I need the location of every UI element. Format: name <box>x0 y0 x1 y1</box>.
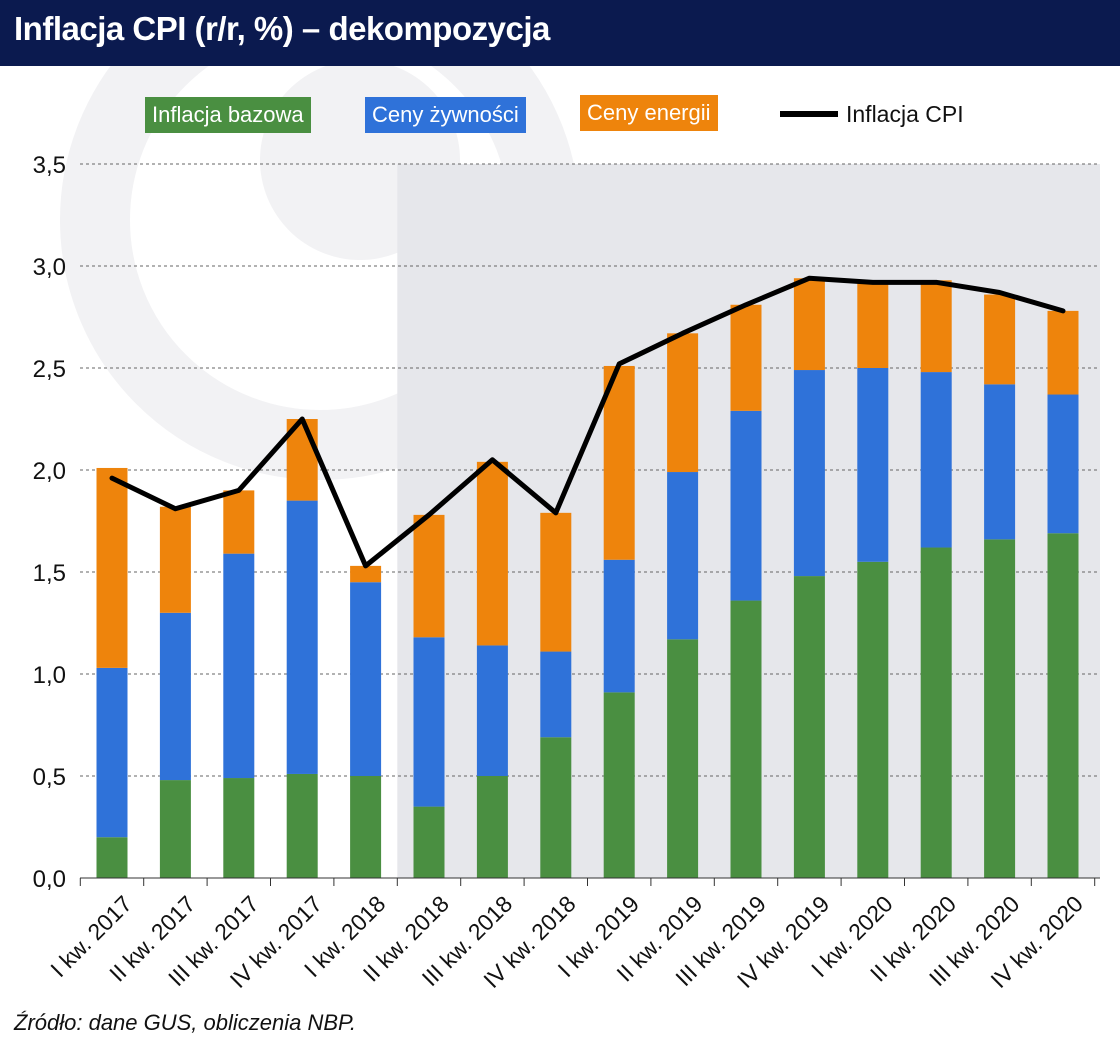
bar-energy <box>540 512 572 652</box>
bar-core <box>286 773 318 878</box>
legend-cpi-swatch <box>780 110 838 117</box>
bar-food <box>540 651 572 738</box>
legend-cpi-label: Inflacja CPI <box>846 101 964 127</box>
bar-core <box>159 780 191 878</box>
cpi-line <box>109 275 1066 569</box>
legend-food: Ceny żywności <box>365 97 526 133</box>
bar-core <box>730 600 762 878</box>
bar-core <box>413 806 445 878</box>
bar-food <box>603 559 635 693</box>
y-tick-label: 2,0 <box>33 458 66 485</box>
y-tick-label: 0,0 <box>33 866 66 893</box>
bar-energy <box>857 280 889 368</box>
legend-energy-label: Ceny energii <box>587 100 711 125</box>
bar-energy <box>223 490 255 554</box>
y-tick-label: 3,0 <box>33 254 66 281</box>
bar-food <box>857 368 889 562</box>
bar-energy <box>96 467 128 668</box>
bar-food <box>667 472 699 640</box>
y-tick-label: 2,5 <box>33 356 66 383</box>
title-bar: Inflacja CPI (r/r, %) – dekompozycja <box>0 0 1120 66</box>
bar-food <box>920 372 952 548</box>
bar-food <box>730 410 762 601</box>
bar-food <box>96 667 128 838</box>
bar-energy <box>730 304 762 411</box>
bar-energy <box>413 514 445 638</box>
bar-energy <box>920 280 952 373</box>
bar-food <box>159 612 191 781</box>
y-tick-label: 1,0 <box>33 662 66 689</box>
bar-core <box>1047 533 1079 878</box>
bar-energy <box>1047 310 1079 395</box>
bar-core <box>96 837 128 878</box>
y-tick-label: 0,5 <box>33 764 66 791</box>
bar-food <box>350 582 382 776</box>
bar-food <box>413 637 445 807</box>
bar-core <box>350 776 382 878</box>
bar-core <box>667 639 699 878</box>
bar-food <box>286 500 318 774</box>
bar-energy <box>984 294 1016 385</box>
y-tick-label: 3,5 <box>33 152 66 179</box>
bar-food <box>793 370 825 577</box>
bar-food <box>223 553 255 779</box>
legend-food-label: Ceny żywności <box>372 102 519 127</box>
bar-core <box>857 561 889 878</box>
bar-core <box>223 778 255 878</box>
chart-title: Inflacja CPI (r/r, %) – dekompozycja <box>14 10 550 47</box>
bar-core <box>603 692 635 878</box>
bar-food <box>1047 394 1079 534</box>
bar-energy <box>159 506 191 613</box>
bar-core <box>920 547 952 878</box>
bar-energy <box>603 365 635 560</box>
bar-core <box>476 776 508 878</box>
bar-core <box>984 539 1016 878</box>
bar-energy <box>793 278 825 371</box>
bar-core <box>793 576 825 878</box>
legend-core: Inflacja bazowa <box>145 97 311 133</box>
bar-energy <box>476 461 508 646</box>
bar-food <box>984 384 1016 540</box>
bar-energy <box>350 565 382 583</box>
legend-cpi: Inflacja CPI <box>780 96 964 132</box>
bar-core <box>540 737 572 878</box>
bar-energy <box>667 333 699 473</box>
y-tick-label: 1,5 <box>33 560 66 587</box>
bar-food <box>476 645 508 776</box>
source-note: Źródło: dane GUS, obliczenia NBP. <box>14 1010 356 1035</box>
legend-core-label: Inflacja bazowa <box>152 102 304 127</box>
legend-energy: Ceny energii <box>580 95 718 131</box>
